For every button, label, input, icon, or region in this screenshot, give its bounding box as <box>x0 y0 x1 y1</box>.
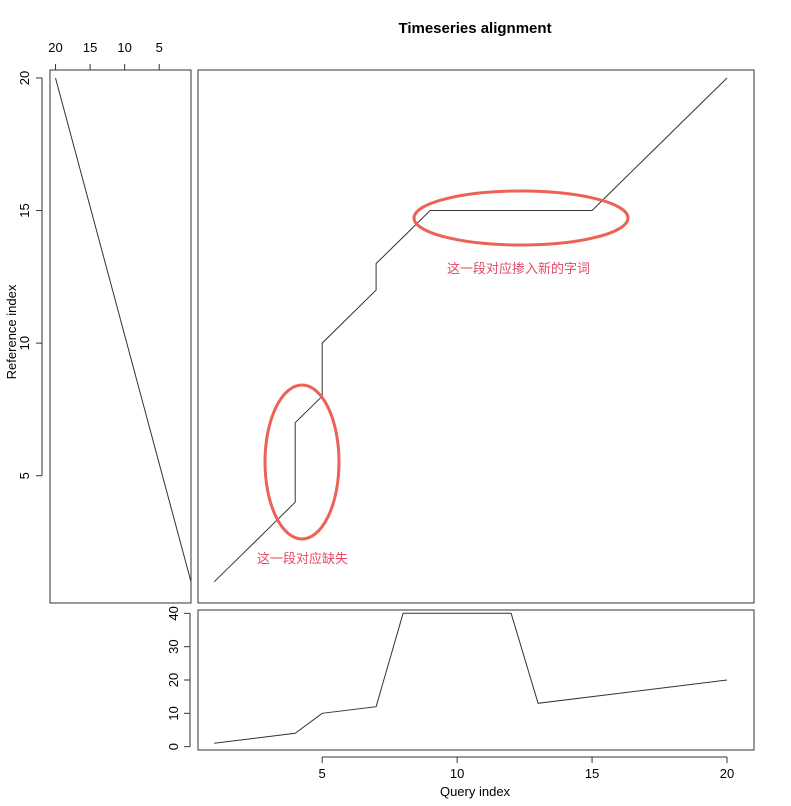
insertion-segment-annotation: 这一段对应掺入新的字词 <box>447 261 590 276</box>
query-series-layer: 0 10 20 30 40 5 10 15 20 <box>166 606 734 781</box>
query-y-tick-label: 30 <box>166 639 181 653</box>
insertion-segment-ellipse <box>412 189 630 247</box>
query-series-line <box>214 612 728 744</box>
query-panel <box>197 609 755 751</box>
x-tick-label: 20 <box>720 766 734 781</box>
y-axis-label: Reference index <box>4 284 19 379</box>
warping-panel <box>197 69 755 604</box>
top-tick-label: 10 <box>117 40 131 55</box>
top-tick-label: 5 <box>156 40 163 55</box>
top-tick-label: 15 <box>83 40 97 55</box>
query-y-tick-label: 20 <box>166 673 181 687</box>
chart-title: Timeseries alignment <box>398 20 551 37</box>
x-tick-label: 5 <box>319 766 326 781</box>
reference-series-line <box>55 77 192 582</box>
query-y-tick-label: 40 <box>166 606 181 620</box>
warping-path-layer: 5 10 15 20 <box>17 71 728 583</box>
y-tick-label: 10 <box>17 336 32 350</box>
x-tick-label: 10 <box>450 766 464 781</box>
top-tick-label: 20 <box>48 40 62 55</box>
x-tick-label: 15 <box>585 766 599 781</box>
query-y-tick-label: 10 <box>166 706 181 720</box>
missing-segment-ellipse <box>263 383 341 541</box>
y-tick-label: 5 <box>17 472 32 479</box>
y-tick-label: 20 <box>17 71 32 85</box>
reference-series-layer: 20 15 10 5 <box>48 40 192 582</box>
y-tick-label: 15 <box>17 203 32 217</box>
x-axis-label: Query index <box>440 784 511 799</box>
warping-path-line <box>213 77 728 583</box>
query-y-tick-label: 0 <box>166 743 181 750</box>
reference-panel <box>49 69 192 604</box>
missing-segment-annotation: 这一段对应缺失 <box>257 551 348 566</box>
